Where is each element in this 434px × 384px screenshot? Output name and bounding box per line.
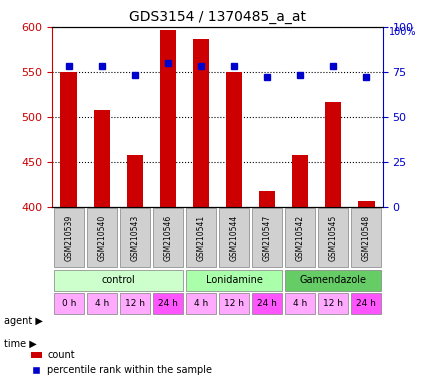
Text: 4 h: 4 h: [194, 299, 207, 308]
Text: GSM210547: GSM210547: [262, 215, 271, 261]
Bar: [258, 191, 275, 207]
FancyBboxPatch shape: [252, 208, 281, 267]
FancyBboxPatch shape: [351, 208, 380, 267]
Text: 24 h: 24 h: [355, 299, 375, 308]
Text: GSM210543: GSM210543: [130, 215, 139, 261]
FancyBboxPatch shape: [351, 293, 380, 314]
Text: 0 h: 0 h: [61, 299, 76, 308]
FancyBboxPatch shape: [54, 270, 182, 291]
Bar: [291, 155, 308, 207]
FancyBboxPatch shape: [219, 208, 248, 267]
Text: 24 h: 24 h: [256, 299, 276, 308]
FancyBboxPatch shape: [186, 270, 281, 291]
Text: GSM210545: GSM210545: [328, 215, 337, 261]
FancyBboxPatch shape: [87, 208, 116, 267]
FancyBboxPatch shape: [318, 293, 347, 314]
Text: GSM210540: GSM210540: [97, 215, 106, 261]
Text: control: control: [101, 275, 135, 285]
FancyBboxPatch shape: [153, 293, 182, 314]
FancyBboxPatch shape: [219, 293, 248, 314]
Text: 4 h: 4 h: [293, 299, 306, 308]
FancyBboxPatch shape: [186, 208, 215, 267]
FancyBboxPatch shape: [153, 208, 182, 267]
Text: 4 h: 4 h: [95, 299, 108, 308]
Text: 12 h: 12 h: [125, 299, 145, 308]
FancyBboxPatch shape: [285, 293, 314, 314]
Bar: [60, 72, 77, 207]
Text: 24 h: 24 h: [158, 299, 178, 308]
Text: GSM210542: GSM210542: [295, 215, 304, 261]
FancyBboxPatch shape: [252, 293, 281, 314]
Text: 100%: 100%: [388, 27, 416, 37]
Text: GSM210539: GSM210539: [64, 215, 73, 261]
FancyBboxPatch shape: [285, 270, 380, 291]
Text: Lonidamine: Lonidamine: [205, 275, 262, 285]
FancyBboxPatch shape: [318, 208, 347, 267]
Bar: [192, 38, 209, 207]
FancyBboxPatch shape: [120, 208, 149, 267]
Bar: [357, 200, 374, 207]
Legend: count, percentile rank within the sample: count, percentile rank within the sample: [26, 346, 215, 379]
Bar: [126, 155, 143, 207]
Text: 12 h: 12 h: [322, 299, 342, 308]
Title: GDS3154 / 1370485_a_at: GDS3154 / 1370485_a_at: [129, 10, 305, 25]
FancyBboxPatch shape: [54, 293, 83, 314]
Bar: [93, 110, 110, 207]
Text: GSM210544: GSM210544: [229, 215, 238, 261]
FancyBboxPatch shape: [54, 208, 83, 267]
FancyBboxPatch shape: [285, 208, 314, 267]
FancyBboxPatch shape: [87, 293, 116, 314]
Text: time ▶: time ▶: [4, 339, 37, 349]
FancyBboxPatch shape: [120, 293, 149, 314]
Text: GSM210548: GSM210548: [361, 215, 370, 261]
Text: agent ▶: agent ▶: [4, 316, 43, 326]
Text: GSM210541: GSM210541: [196, 215, 205, 261]
Bar: [324, 102, 341, 207]
Bar: [159, 30, 176, 207]
FancyBboxPatch shape: [186, 293, 215, 314]
Text: Gamendazole: Gamendazole: [299, 275, 366, 285]
Bar: [225, 72, 242, 207]
Text: GSM210546: GSM210546: [163, 215, 172, 261]
Text: 12 h: 12 h: [224, 299, 243, 308]
